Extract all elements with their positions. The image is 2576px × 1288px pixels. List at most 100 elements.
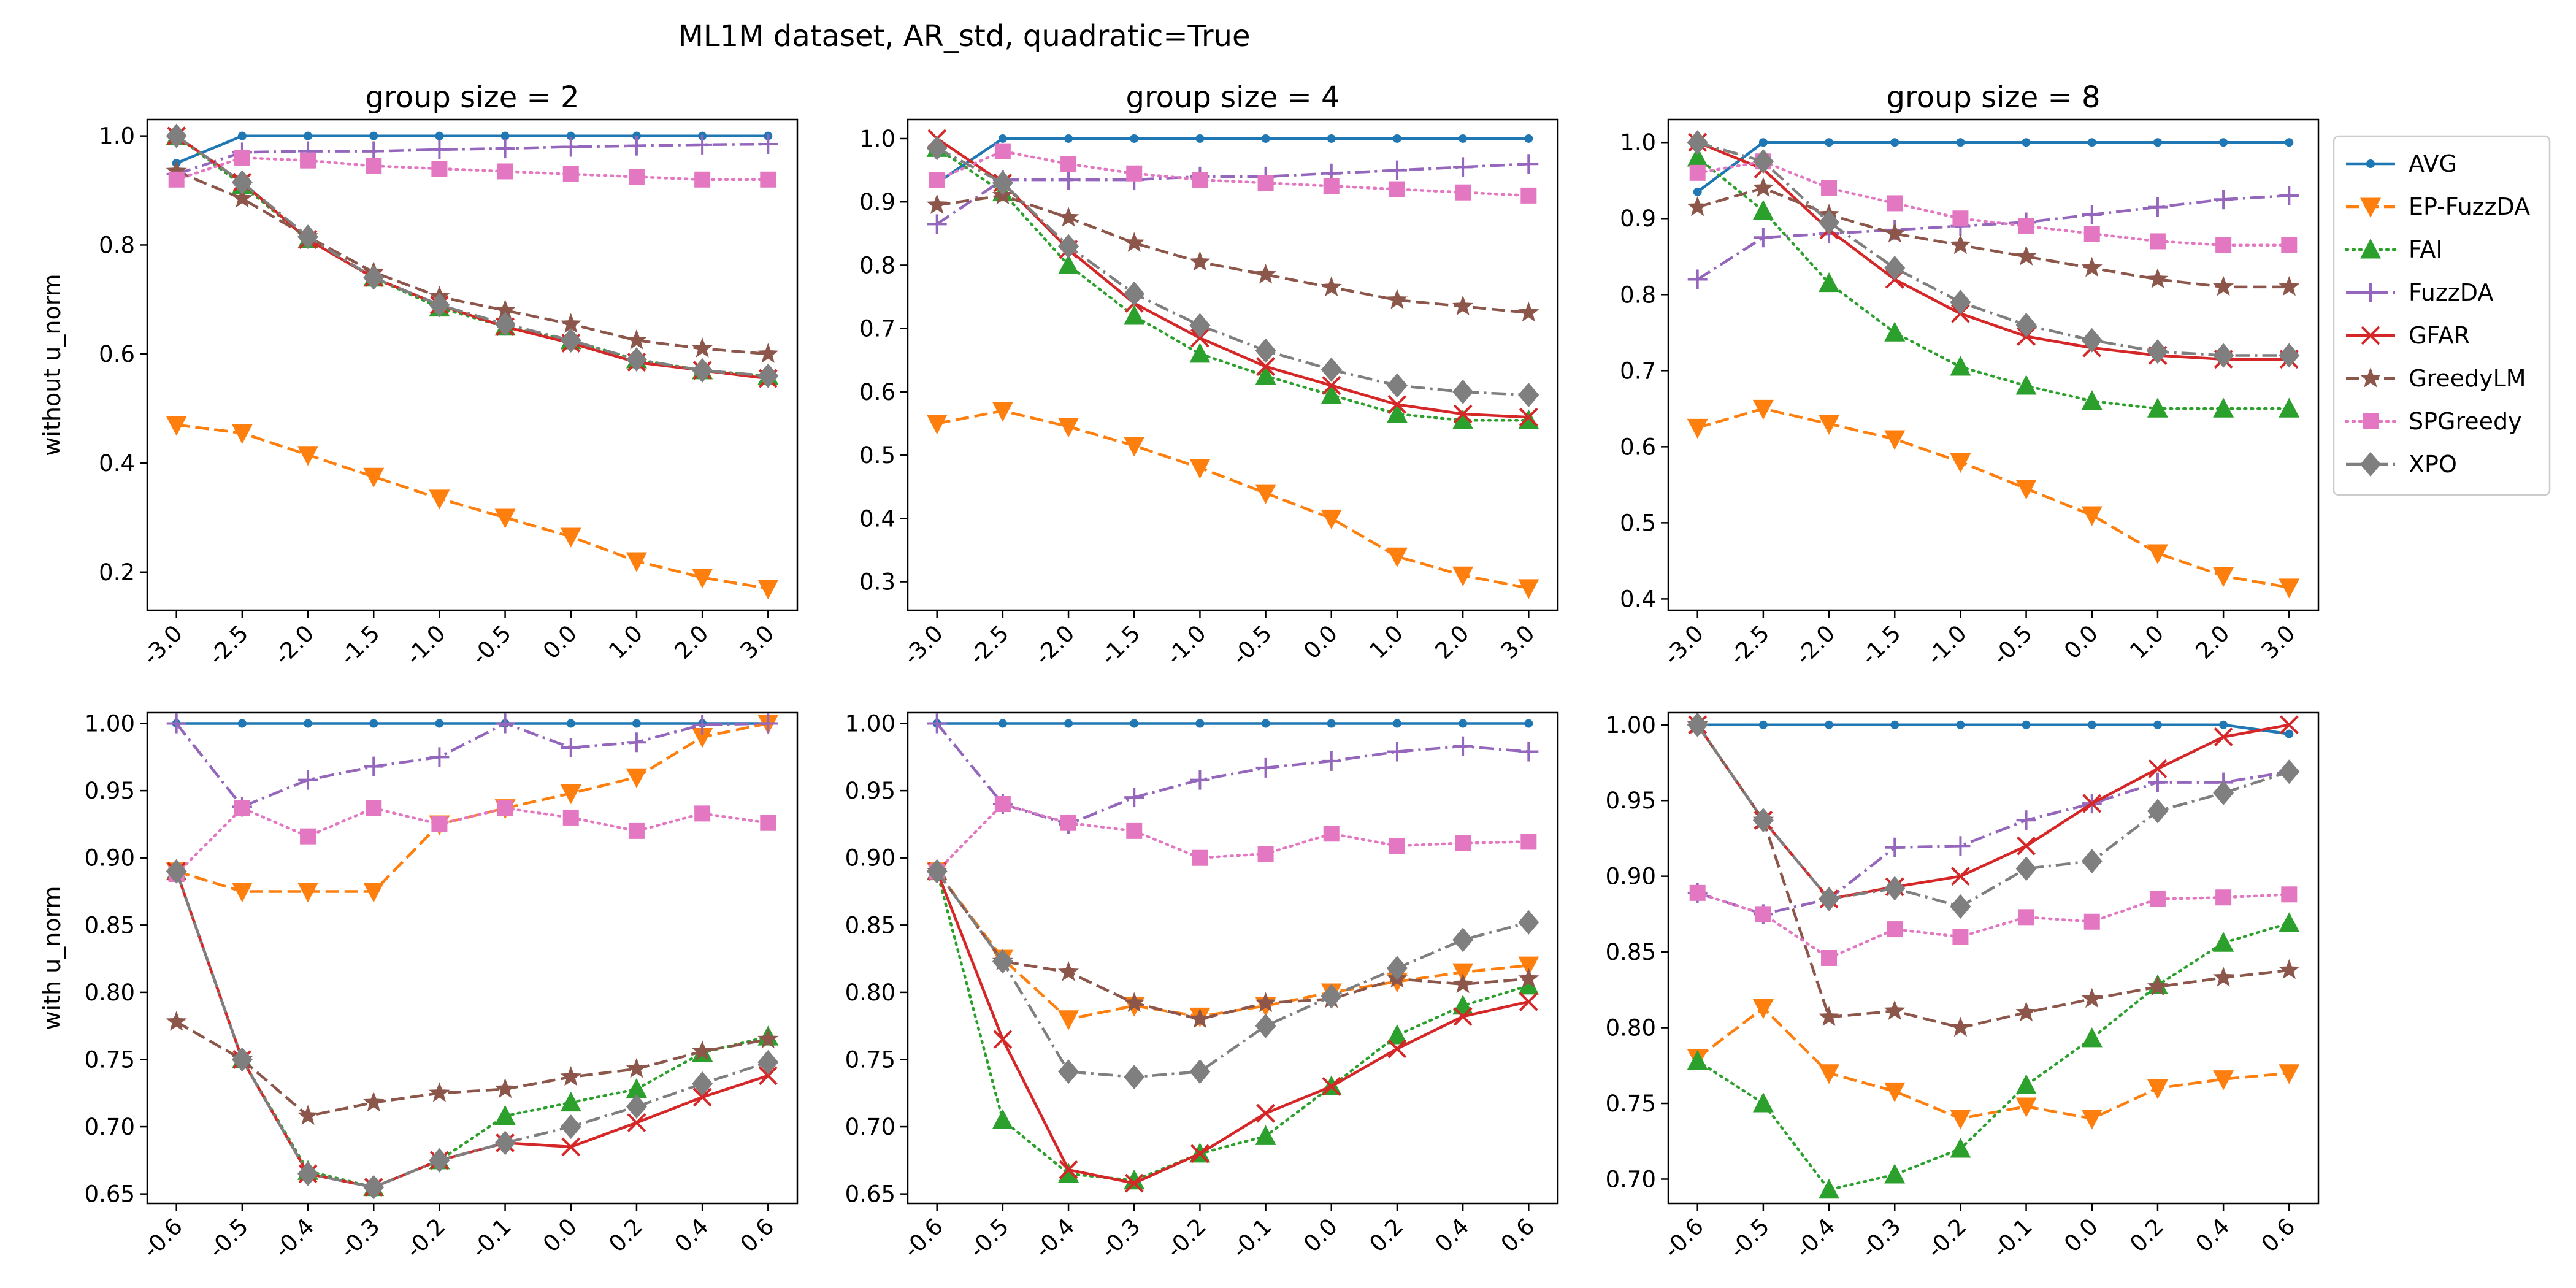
data-point-spgreedy xyxy=(300,828,316,845)
data-point-ep-fuzzda xyxy=(1058,1010,1079,1030)
data-point-avg xyxy=(2153,720,2162,729)
y-tick-label: 0.75 xyxy=(1606,1091,1656,1117)
data-point-avg xyxy=(1392,719,1401,728)
data-point-avg xyxy=(2022,720,2031,729)
y-tick-label: 0.5 xyxy=(1620,510,1656,536)
y-tick-label: 0.6 xyxy=(1620,434,1656,460)
x-tick-label: -0.4 xyxy=(269,1213,319,1263)
data-point-avg xyxy=(2087,138,2096,147)
legend-label: GreedyLM xyxy=(2409,365,2526,392)
data-point-spgreedy xyxy=(2281,237,2298,253)
series-line-fai xyxy=(935,870,1530,1182)
data-point-greedylm xyxy=(626,329,648,350)
y-tick-label: 0.70 xyxy=(1606,1166,1656,1192)
data-point-spgreedy xyxy=(1821,180,1838,196)
subplot-2: group size = 4 0.3 0.4 0.5 0.6 0.7 0.8 0.9 1.0 -3… xyxy=(859,80,1559,670)
data-point-avg xyxy=(2087,720,2096,729)
series-line-spgreedy xyxy=(1696,159,2291,247)
subplot-4: with u_norm 0.65 0.70 0.75 0.80 0.85 0.90 0.95 1… xyxy=(39,711,799,1263)
x-tick-label: 0.6 xyxy=(2256,1213,2301,1257)
x-tick-label: -0.5 xyxy=(204,1213,253,1263)
series-line-fai xyxy=(1696,921,2291,1192)
series-line-xpo xyxy=(1697,141,2290,357)
data-point-avg xyxy=(2219,720,2228,729)
series-line-spgreedy xyxy=(935,150,1530,197)
data-point-fuzzda xyxy=(1753,228,1773,248)
data-point-fai xyxy=(992,1109,1013,1129)
data-point-greedylm xyxy=(2279,275,2300,296)
series-gfar xyxy=(927,862,1538,1193)
data-point-spgreedy xyxy=(234,150,250,166)
data-point-avg xyxy=(2022,138,2031,147)
y-tick-label: 0.9 xyxy=(859,189,895,215)
data-point-xpo xyxy=(757,1049,779,1075)
data-point-xpo xyxy=(2213,343,2234,368)
data-point-ep-fuzzda xyxy=(560,784,581,805)
data-point-fai xyxy=(1124,1169,1145,1190)
data-point-spgreedy xyxy=(562,809,579,826)
series-gfar xyxy=(927,129,1538,427)
x-tick-label: 2.0 xyxy=(1430,620,1474,664)
data-point-greedylm xyxy=(2147,268,2169,288)
data-point-avg xyxy=(2153,138,2162,147)
data-point-spgreedy xyxy=(1323,178,1340,194)
data-point-ep-fuzzda xyxy=(1752,999,1774,1019)
series-spgreedy xyxy=(168,800,776,883)
data-point-ep-fuzzda xyxy=(2279,1064,2300,1084)
legend-marker xyxy=(2361,326,2380,345)
x-tick-label: -2.0 xyxy=(1790,620,1840,670)
data-point-gfar xyxy=(627,1113,646,1132)
series-line-ep-fuzzda xyxy=(935,870,1529,1021)
data-point-xpo xyxy=(363,1175,385,1200)
data-point-spgreedy xyxy=(1257,846,1274,862)
plot-frame xyxy=(146,118,799,611)
data-point-fuzzda xyxy=(2147,197,2168,217)
series-fuzzda xyxy=(1687,186,2299,289)
data-point-fuzzda xyxy=(2016,810,2036,830)
data-point-gfar xyxy=(1256,357,1276,376)
data-point-greedylm xyxy=(1386,289,1408,309)
data-point-ep-fuzzda xyxy=(757,579,779,600)
y-tick-label: 0.90 xyxy=(85,845,135,872)
data-point-greedylm xyxy=(1950,1016,1971,1037)
data-point-ep-fuzzda xyxy=(1884,1082,1906,1103)
series-xpo xyxy=(1687,712,2300,919)
data-point-avg xyxy=(998,134,1007,143)
x-tick-label: 0.2 xyxy=(1364,1213,1408,1257)
legend-marker xyxy=(2361,283,2380,302)
x-tick-label: 0.4 xyxy=(1430,1213,1474,1257)
data-point-greedylm xyxy=(363,1091,385,1112)
x-tick-label: 0.0 xyxy=(538,1213,582,1257)
series-line-gfar xyxy=(175,870,769,1189)
data-point-xpo xyxy=(626,347,647,372)
subplot-3: group size = 80.40.50.60.70.80.91.0-3.0-… xyxy=(1620,80,2320,670)
series-greedylm xyxy=(926,184,1539,322)
series-line-spgreedy xyxy=(935,802,1530,873)
series-avg xyxy=(932,719,1533,728)
data-point-fai xyxy=(1452,994,1474,1015)
data-point-xpo xyxy=(166,123,187,148)
data-point-greedylm xyxy=(494,1078,516,1098)
series-line-greedylm xyxy=(937,194,1529,315)
data-point-ep-fuzzda xyxy=(1124,437,1145,457)
data-point-avg xyxy=(1195,134,1205,143)
data-point-greedylm xyxy=(1255,992,1276,1012)
data-point-avg xyxy=(2285,138,2294,147)
data-point-ep-fuzzda xyxy=(363,467,385,488)
data-point-ep-fuzzda xyxy=(926,415,948,435)
data-point-ep-fuzzda xyxy=(494,508,516,529)
legend-item-spgreedy: SPGreedy xyxy=(2344,408,2522,435)
data-point-greedylm xyxy=(1518,301,1539,322)
data-point-greedylm xyxy=(2213,275,2234,296)
data-point-fuzzda xyxy=(1387,160,1407,180)
y-axis-label: with u_norm xyxy=(39,886,66,1030)
data-point-avg xyxy=(1459,134,1468,143)
series-ep-fuzzda xyxy=(166,416,779,600)
data-point-greedylm xyxy=(1057,207,1079,227)
data-point-fai xyxy=(1058,254,1079,274)
y-tick-label: 0.90 xyxy=(1606,864,1656,890)
series-line-fai xyxy=(935,147,1530,422)
data-point-spgreedy xyxy=(1455,835,1471,851)
data-point-fai xyxy=(494,1105,516,1125)
data-point-xpo xyxy=(626,1094,647,1119)
